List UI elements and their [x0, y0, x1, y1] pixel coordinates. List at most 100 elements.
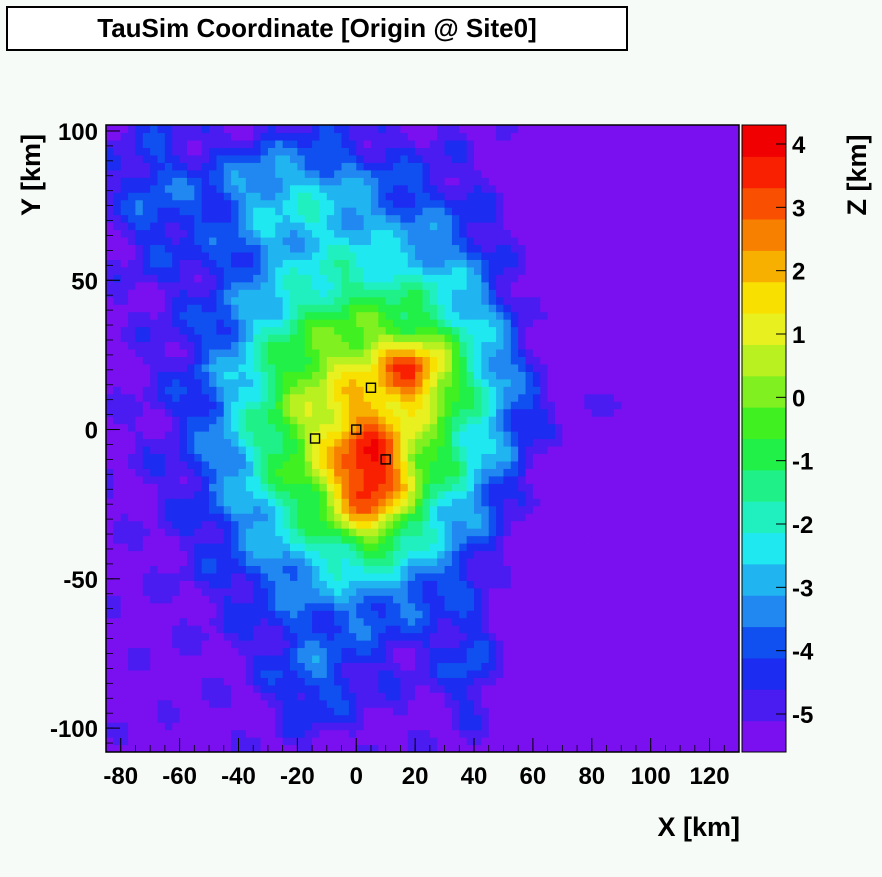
heatmap-cell — [172, 348, 181, 357]
heatmap-cell — [201, 266, 210, 275]
heatmap-cell — [415, 669, 424, 678]
heatmap-cell — [106, 692, 114, 701]
heatmap-cell — [275, 669, 284, 678]
heatmap-cell — [186, 565, 195, 574]
heatmap-cell — [135, 483, 144, 492]
heatmap-cell — [150, 289, 159, 298]
heatmap-cell — [488, 445, 497, 455]
heatmap-cell — [319, 356, 328, 365]
heatmap-cell — [451, 580, 460, 589]
heatmap-cell — [341, 184, 350, 193]
heatmap-cell — [370, 371, 379, 380]
heatmap-cell — [437, 408, 446, 417]
heatmap-cell — [245, 580, 254, 589]
heatmap-cell — [488, 356, 497, 365]
heatmap-cell — [540, 654, 549, 664]
heatmap-cell — [459, 139, 468, 148]
heatmap-cell — [297, 363, 306, 372]
heatmap-cell — [422, 490, 431, 499]
heatmap-cell — [400, 498, 409, 507]
heatmap-cell — [326, 274, 335, 283]
heatmap-cell — [106, 348, 114, 357]
heatmap-cell — [275, 475, 284, 484]
heatmap-cell — [186, 334, 195, 343]
heatmap-cell — [481, 431, 490, 440]
heatmap-cell — [540, 520, 549, 529]
heatmap-cell — [503, 408, 512, 417]
heatmap-cell — [319, 154, 328, 163]
heatmap-cell — [238, 334, 247, 343]
heatmap-cell — [282, 647, 291, 656]
heatmap-cell — [128, 177, 137, 186]
heatmap-cell — [275, 207, 284, 216]
heatmap-cell — [518, 386, 527, 395]
heatmap-cell — [290, 669, 298, 678]
heatmap-cell — [503, 401, 512, 410]
heatmap-cell — [312, 147, 321, 156]
heatmap-cell — [422, 505, 431, 514]
heatmap-cell — [437, 393, 446, 402]
heatmap-cell — [334, 207, 343, 216]
heatmap-cell — [326, 289, 335, 298]
heatmap-cell — [267, 640, 276, 649]
heatmap-cell — [356, 640, 365, 649]
heatmap-cell — [194, 729, 203, 738]
heatmap-cell — [378, 528, 387, 537]
heatmap-cell — [488, 557, 497, 566]
heatmap-cell — [223, 528, 232, 537]
heatmap-cell — [503, 154, 512, 163]
heatmap-cell — [532, 677, 541, 686]
heatmap-cell — [429, 662, 438, 671]
heatmap-cell — [209, 707, 218, 716]
heatmap-cell — [518, 722, 527, 731]
heatmap-cell — [172, 729, 181, 738]
heatmap-cell — [120, 281, 129, 290]
heatmap-cell — [422, 393, 431, 402]
heatmap-cell — [437, 632, 446, 641]
heatmap-cell — [267, 139, 276, 148]
heatmap-cell — [245, 483, 254, 492]
heatmap-cell — [172, 640, 181, 649]
heatmap-cell — [319, 184, 328, 193]
heatmap-cell — [186, 528, 195, 537]
heatmap-cell — [422, 498, 431, 507]
heatmap-cell — [400, 177, 409, 186]
heatmap-cell — [525, 535, 534, 544]
heatmap-cell — [415, 162, 424, 171]
heatmap-cell — [150, 281, 159, 290]
heatmap-cell — [540, 692, 549, 701]
heatmap-cell — [503, 632, 512, 641]
heatmap-cell — [334, 274, 343, 283]
heatmap-cell — [510, 356, 519, 365]
heatmap-cell — [363, 229, 372, 238]
heatmap-cell — [451, 535, 460, 544]
heatmap-cell — [201, 557, 210, 566]
heatmap-cell — [312, 423, 321, 432]
heatmap-cell — [253, 460, 262, 469]
heatmap-cell — [157, 139, 166, 148]
heatmap-cell — [275, 602, 284, 611]
heatmap-cell — [186, 236, 195, 246]
heatmap-cell — [518, 423, 527, 432]
heatmap-cell — [135, 513, 144, 522]
heatmap-cell — [466, 632, 475, 641]
heatmap-cell — [113, 662, 122, 671]
heatmap-cell — [363, 266, 372, 275]
heatmap-cell — [474, 334, 482, 343]
heatmap-cell — [267, 498, 276, 507]
heatmap-cell — [378, 139, 387, 148]
heatmap-cell — [525, 207, 534, 216]
heatmap-cell — [370, 296, 379, 305]
heatmap-cell — [348, 580, 357, 589]
heatmap-cell — [128, 580, 137, 589]
heatmap-cell — [150, 722, 159, 731]
heatmap-cell — [481, 453, 490, 462]
heatmap-cell — [415, 617, 424, 626]
heatmap-cell — [437, 259, 446, 268]
heatmap-cell — [297, 244, 306, 253]
heatmap-cell — [496, 714, 505, 723]
heatmap-cell — [341, 610, 350, 619]
heatmap-cell — [216, 490, 225, 499]
heatmap-cell — [128, 408, 137, 417]
heatmap-cell — [194, 483, 203, 492]
